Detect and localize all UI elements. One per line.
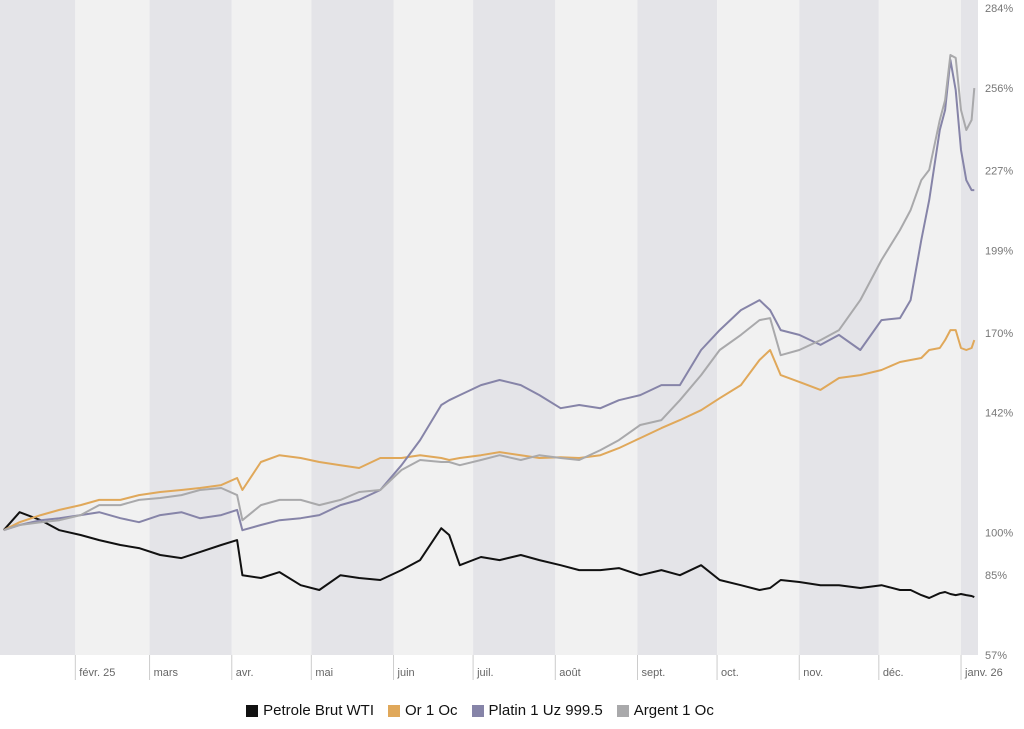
legend-swatch [246, 704, 259, 717]
series-line-platin-1-uz-999-5 [3, 58, 975, 532]
month-band [0, 0, 76, 655]
legend-swatch [616, 704, 629, 717]
x-tick-label: sept. [642, 667, 666, 679]
month-band [878, 0, 962, 655]
month-band [149, 0, 232, 655]
legend-item-silver[interactable]: Argent 1 Oc [616, 702, 714, 719]
month-band [311, 0, 394, 655]
month-bands [0, 0, 978, 655]
month-band [555, 0, 638, 655]
legend-swatch [388, 704, 401, 717]
month-band [637, 0, 718, 655]
month-band [393, 0, 474, 655]
y-tick-label: 57% [985, 650, 1007, 662]
legend-label: Petrole Brut WTI [263, 702, 375, 719]
y-tick-label: 170% [985, 328, 1013, 340]
legend-label: Platin 1 Uz 999.5 [488, 702, 603, 719]
month-band [799, 0, 879, 655]
x-tick-label: oct. [721, 667, 739, 679]
legend-swatch [471, 704, 484, 717]
legend-item-gold[interactable]: Or 1 Oc [388, 702, 458, 719]
x-tick-label: déc. [883, 667, 904, 679]
month-band [75, 0, 150, 655]
month-band [231, 0, 312, 655]
x-tick-label: août [559, 667, 580, 679]
y-tick-label: 256% [985, 83, 1013, 95]
x-tick-label: mai [315, 667, 333, 679]
y-tick-label: 85% [985, 570, 1007, 582]
x-tick-label: avr. [236, 667, 254, 679]
month-band [961, 0, 978, 655]
y-tick-label: 199% [985, 245, 1013, 257]
x-axis: févr. 25 mars avr. mai juin juil. août sept. oct… [74, 655, 1003, 680]
x-tick-label: févr. 25 [79, 667, 115, 679]
y-tick-label: 227% [985, 165, 1013, 177]
x-tick-label: juin [397, 667, 415, 679]
y-tick-label: 100% [985, 527, 1013, 539]
series-lines [2, 54, 976, 599]
legend-item-oil[interactable]: Petrole Brut WTI [246, 702, 374, 719]
y-tick-label: 142% [985, 408, 1013, 420]
x-tick-label: nov. [803, 667, 823, 679]
legend-item-platinum[interactable]: Platin 1 Uz 999.5 [471, 702, 603, 719]
x-tick-label: janv. 26 [964, 667, 1003, 679]
y-tick-label: 284% [985, 3, 1013, 15]
legend-label: Argent 1 Oc [633, 702, 714, 719]
series-line-argent-1-oc [3, 54, 976, 532]
legend: Petrole Brut WTI Or 1 Oc Platin 1 Uz 999… [0, 702, 960, 719]
y-axis: 57% 85% 100% 142% 170% 199% 227% 256% 284% [985, 3, 1013, 662]
series-line-petrole-brut-wti [2, 511, 975, 599]
x-tick-label: juil. [476, 667, 494, 679]
month-band [717, 0, 800, 655]
legend-label: Or 1 Oc [405, 702, 458, 719]
month-band [473, 0, 556, 655]
x-tick-label: mars [154, 667, 179, 679]
